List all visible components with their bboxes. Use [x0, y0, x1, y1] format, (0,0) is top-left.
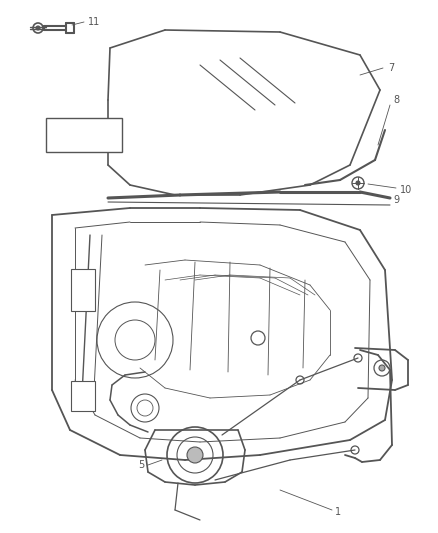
Circle shape [187, 447, 203, 463]
Circle shape [356, 181, 360, 185]
Circle shape [379, 365, 385, 371]
Text: 9: 9 [393, 195, 399, 205]
Circle shape [36, 26, 40, 30]
Text: 7: 7 [388, 63, 394, 73]
FancyBboxPatch shape [71, 269, 95, 311]
Text: 11: 11 [88, 17, 100, 27]
Text: ═══: ═══ [79, 141, 89, 146]
Text: 1: 1 [335, 507, 341, 517]
FancyBboxPatch shape [71, 381, 95, 411]
Text: 10: 10 [400, 185, 412, 195]
Text: 5: 5 [138, 460, 144, 470]
Text: 8: 8 [393, 95, 399, 105]
Text: ALARM: ALARM [69, 131, 99, 140]
FancyBboxPatch shape [46, 118, 122, 152]
